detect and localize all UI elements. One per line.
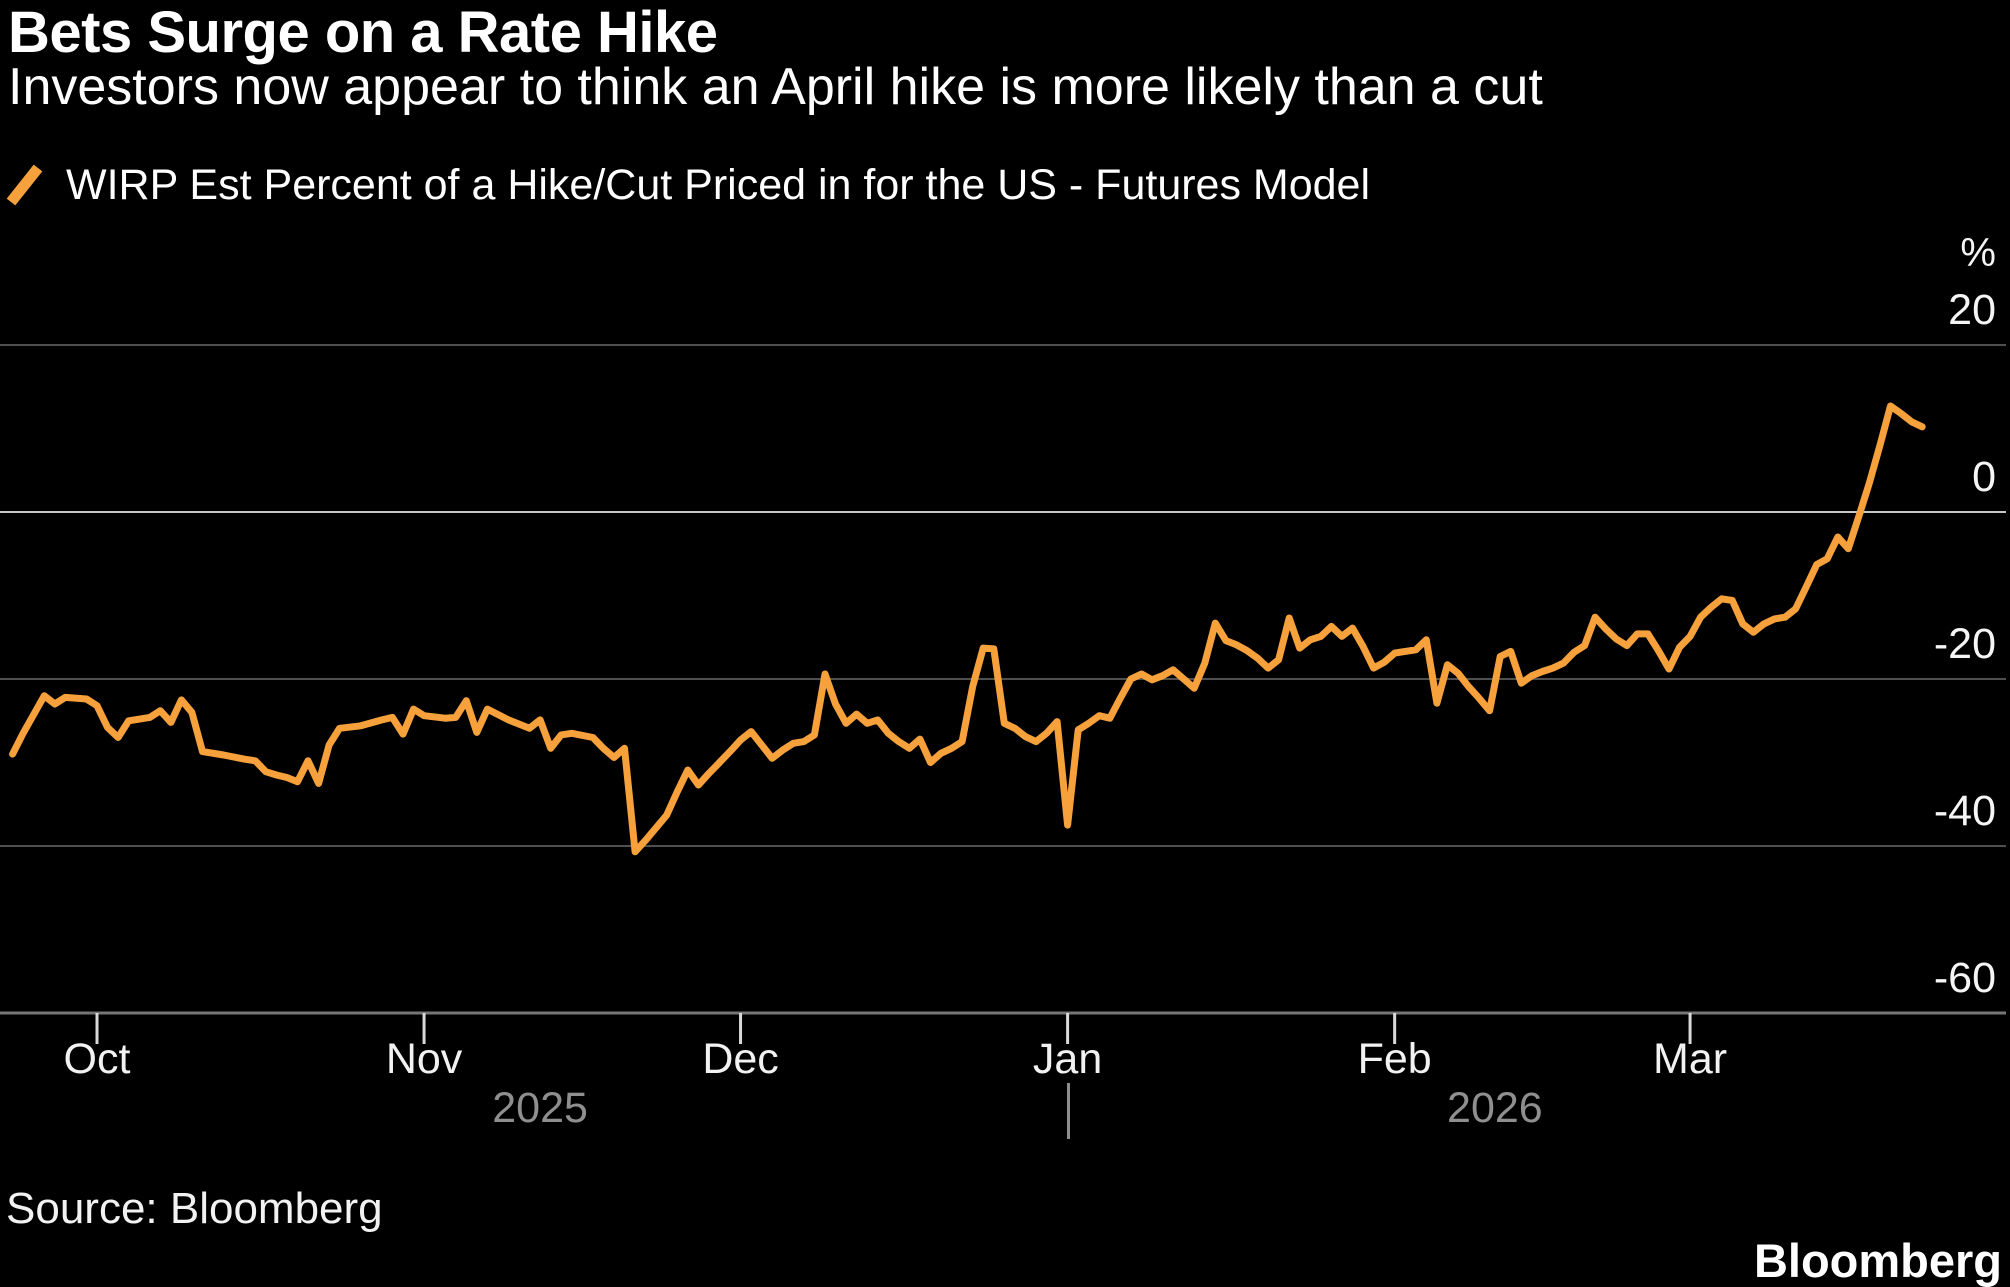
series-line-wirp	[9, 402, 1926, 856]
page-subtitle: Investors now appear to think an April h…	[8, 58, 1543, 116]
y-axis-label-20: 20	[1948, 286, 1996, 334]
y-axis-unit-label: %	[1960, 231, 1996, 275]
year-label-2026: 2026	[1447, 1084, 1543, 1132]
x-axis-label-Feb: Feb	[1357, 1035, 1432, 1083]
source-label: Source: Bloomberg	[6, 1184, 383, 1233]
y-axis-label-0: 0	[1972, 453, 1996, 501]
year-separator	[1066, 1083, 1070, 1139]
legend: WIRP Est Percent of a Hike/Cut Priced in…	[6, 158, 1370, 212]
x-axis-label-Mar: Mar	[1653, 1035, 1728, 1083]
y-axis-label--60: -60	[1933, 954, 1996, 1002]
x-axis-label-Nov: Nov	[385, 1035, 463, 1083]
y-axis-label--40: -40	[1933, 787, 1996, 835]
brand-logo: Bloomberg	[1753, 1234, 2002, 1287]
page-title: Bets Surge on a Rate Hike	[8, 0, 718, 65]
x-axis-label-Dec: Dec	[702, 1035, 779, 1083]
x-axis-label-Oct: Oct	[63, 1035, 131, 1083]
x-axis-label-Jan: Jan	[1032, 1035, 1103, 1083]
legend-label: WIRP Est Percent of a Hike/Cut Priced in…	[66, 160, 1371, 209]
y-axis-label--20: -20	[1933, 620, 1996, 668]
year-label-2025: 2025	[492, 1084, 588, 1132]
legend-line-marker-icon	[6, 164, 43, 206]
